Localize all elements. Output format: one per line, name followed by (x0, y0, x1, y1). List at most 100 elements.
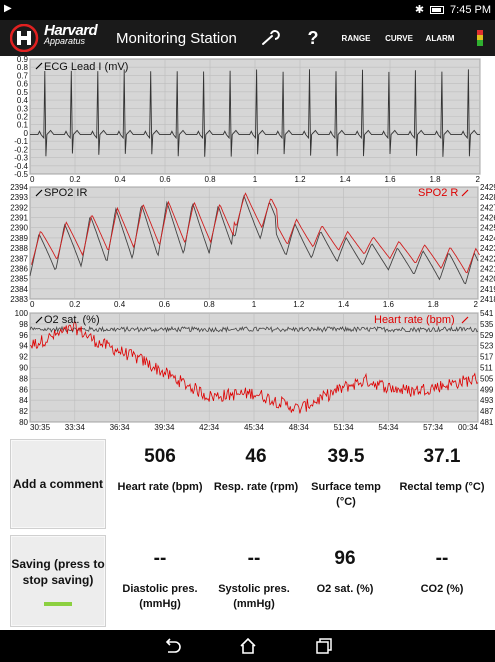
x-tick-label: 1 (253, 175, 258, 184)
metric-co2: -- CO2 (%) (390, 548, 494, 597)
y-tick-label: -0.3 (14, 154, 28, 163)
spo2-r-trace (31, 192, 480, 274)
metric-resp-rate: 46 Resp. rate (rpm) (204, 446, 308, 495)
x-tick-label: 2 (474, 300, 479, 309)
spo2-r-label: SPO2 R (418, 187, 458, 199)
y-tick-label: 0.7 (17, 71, 29, 80)
status-time: 7:45 PM (450, 3, 491, 16)
x-tick-label: 36:34 (110, 423, 131, 432)
add-comment-button[interactable]: Add a comment (10, 439, 106, 529)
ecg-label-marker-icon (35, 62, 43, 70)
x-tick-label: 0.2 (69, 300, 81, 309)
x-tick-label: 51:34 (334, 423, 355, 432)
x-tick-label: 1.2 (293, 300, 305, 309)
y2-tick-label: 2419 (480, 285, 495, 294)
alarm-button[interactable]: ALARM (425, 33, 455, 43)
recent-apps-icon (316, 638, 332, 654)
x-tick-label: 57:34 (423, 423, 444, 432)
saving-button[interactable]: Saving (press to stop saving) (10, 535, 106, 627)
y2-tick-label: 529 (480, 331, 494, 340)
help-button[interactable]: ? (307, 27, 319, 48)
x-tick-label: 1.8 (428, 300, 440, 309)
y-tick-label: 2391 (10, 214, 28, 223)
x-tick-label: 0.2 (69, 175, 81, 184)
saving-button-label: Saving (press to stop saving) (11, 557, 105, 587)
y-tick-label: -0.2 (14, 145, 28, 154)
y2-tick-label: 511 (480, 364, 493, 373)
y-tick-label: 0.8 (17, 63, 29, 72)
o2-sat-trace (29, 325, 479, 334)
x-tick-label: 1.6 (383, 300, 395, 309)
wrench-icon (262, 30, 280, 45)
spo2-chart: 2394 2393 2392 2391 2390 2389 2388 2387 2386 2385… (0, 184, 495, 310)
y2-tick-label: 2418 (480, 295, 495, 304)
x-tick-label: 0.8 (204, 300, 216, 309)
y-tick-label: 100 (15, 310, 29, 318)
y-tick-label: 2384 (10, 285, 28, 294)
o2-hr-chart: 100 98 96 94 92 90 88 86 84 82 80 541 535 529 523 517 5… (0, 310, 495, 432)
metric-heart-rate: 506 Heart rate (bpm) (112, 446, 208, 495)
app-title: Monitoring Station (116, 30, 237, 47)
y-tick-label: 2392 (10, 203, 28, 212)
brand-name: Harvard (44, 22, 98, 39)
metric-value: -- (153, 548, 167, 569)
metric-label: Heart rate (bpm) (117, 481, 203, 493)
y-tick-label: 0.4 (17, 96, 29, 105)
metric-label: Resp. rate (rpm) (213, 481, 299, 493)
x-tick-label: 42:34 (199, 423, 220, 432)
x-tick-label: 1.8 (429, 175, 441, 184)
x-tick-label: 1 (252, 300, 257, 309)
y-tick-label: -0.4 (14, 162, 28, 171)
harvard-apparatus-logo-icon (10, 24, 39, 52)
y-tick-label: 0.1 (17, 121, 29, 130)
metric-label: O2 sat. (%) (316, 583, 374, 595)
y2-tick-label: 499 (480, 385, 494, 394)
y-tick-label: 2390 (10, 224, 28, 233)
y-tick-label: 94 (19, 342, 28, 351)
y2-tick-label: 2429 (480, 184, 495, 192)
x-tick-label: 0.6 (159, 300, 171, 309)
metric-value: 37.1 (423, 446, 461, 467)
home-button[interactable] (228, 630, 268, 662)
o2-label: O2 sat. (%) (44, 314, 100, 326)
battery-icon (430, 5, 445, 14)
level-indicator-icon[interactable] (470, 20, 490, 56)
app-bar: Harvard Apparatus Monitoring Station ? R… (0, 20, 495, 56)
y-tick-label: 96 (19, 331, 28, 340)
x-tick-label: 0.4 (114, 175, 126, 184)
y-tick-label: 2389 (10, 234, 28, 243)
y-tick-label: 90 (19, 364, 28, 373)
y-tick-label: 88 (19, 374, 28, 383)
spo2-ir-trace (29, 194, 479, 285)
y-tick-label: 0.6 (17, 80, 29, 89)
y2-tick-label: 535 (480, 320, 494, 329)
ecg-chart: 0.9 0.8 0.7 0.6 0.5 0.4 0.3 0.2 0.1 0 -0.1 -0.2 -0.3… (0, 56, 495, 184)
metric-label: Systolic pres. (mmHg) (218, 583, 290, 610)
metric-value: -- (435, 548, 449, 569)
metric-label: CO2 (%) (420, 583, 464, 595)
x-tick-label: 33:34 (65, 423, 86, 432)
settings-button[interactable] (256, 20, 286, 56)
y-tick-label: 2387 (10, 254, 28, 263)
x-tick-label: 1.4 (338, 300, 350, 309)
y-tick-label: 2388 (10, 244, 28, 253)
y-tick-label: 0 (24, 129, 29, 138)
y-tick-label: 0.5 (17, 88, 29, 97)
metric-surface-temp: 39.5 Surface temp (°C) (304, 446, 388, 510)
x-tick-label: 0 (30, 300, 35, 309)
metric-rectal-temp: 37.1 Rectal temp (°C) (390, 446, 494, 495)
back-button[interactable] (152, 630, 192, 662)
y2-tick-label: 2428 (480, 193, 495, 202)
range-button[interactable]: RANGE (341, 33, 371, 43)
metrics-area: Add a comment Saving (press to stop savi… (0, 432, 495, 630)
x-tick-label: 0.4 (114, 300, 126, 309)
y2-tick-label: 2424 (480, 234, 495, 243)
y-tick-label: 2394 (10, 184, 28, 192)
y2-tick-label: 493 (480, 396, 494, 405)
recent-apps-button[interactable] (304, 630, 344, 662)
curve-button[interactable]: CURVE (385, 33, 413, 43)
saving-indicator-icon (44, 602, 72, 606)
y-tick-label: 84 (19, 396, 28, 405)
play-icon: ▶ (4, 3, 12, 14)
